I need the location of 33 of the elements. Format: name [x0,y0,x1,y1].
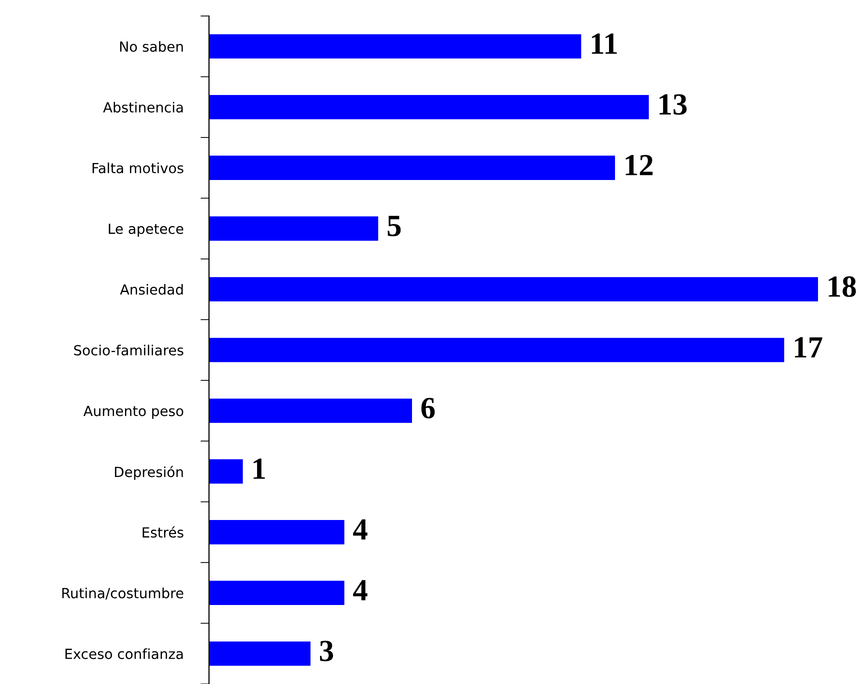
data-label: 18 [828,276,856,297]
data-label: 12 [626,154,653,176]
bar [209,580,344,606]
bar [209,34,582,59]
y-tick-label: Le apetece [108,224,184,237]
y-tick-label: Ansiedad [120,284,183,295]
data-label: 3 [320,640,334,662]
bar [209,520,344,544]
data-label: 13 [660,94,687,115]
y-tick-label: Falta motivos [92,162,184,174]
bar [209,216,378,241]
y-tick-label: No saben [120,41,183,52]
bar [209,277,818,302]
bar [209,398,412,423]
bar [209,156,615,180]
bar [209,338,784,362]
data-label: 4 [353,580,368,600]
bar [209,94,649,120]
data-label: 5 [388,216,401,236]
data-label: 1 [254,458,265,479]
data-label: 11 [592,34,617,54]
y-tick-label: Exceso confianza [65,648,183,660]
bar [209,459,243,484]
y-tick-label: Estrés [142,526,184,538]
y-tick-label: Abstinencia [103,102,183,113]
y-tick-label: Rutina/costumbre [62,588,184,600]
y-tick-label: Socio-familiares [74,344,184,356]
bar [209,641,310,666]
data-label: 4 [353,519,368,540]
data-label: 17 [794,337,822,358]
data-label: 6 [421,398,435,418]
y-tick-label: Depresión [114,466,183,480]
y-tick-label: Aumento peso [83,406,184,419]
